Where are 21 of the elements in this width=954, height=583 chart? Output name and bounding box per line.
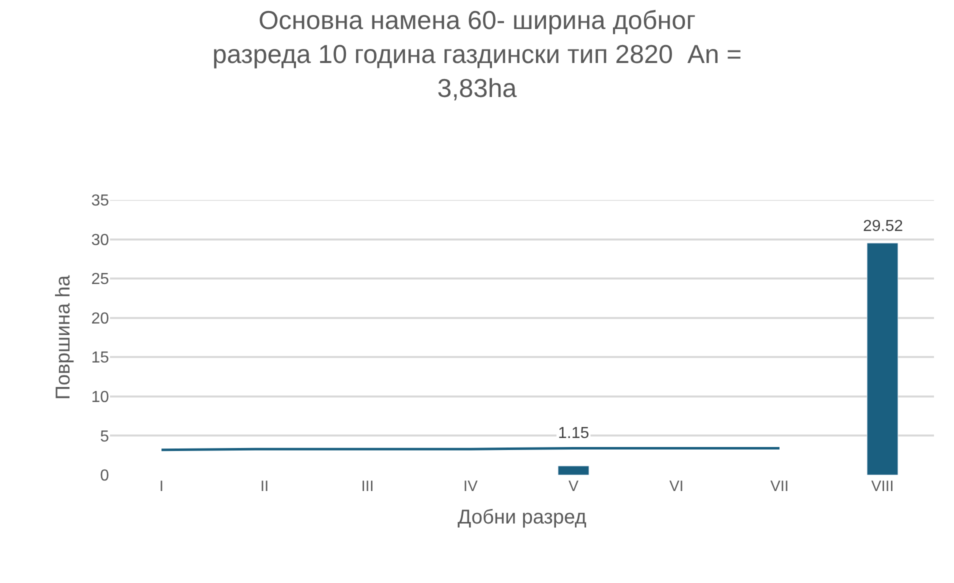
data-label: 1.15	[558, 425, 590, 442]
x-tick-label: VII	[770, 478, 789, 495]
y-tick-label: 20	[91, 310, 110, 328]
y-tick-label: 35	[91, 192, 110, 210]
y-tick-label: 15	[91, 350, 110, 367]
y-tick-label: 25	[91, 271, 110, 288]
y-tick-label: 30	[91, 232, 110, 249]
x-tick-label: II	[260, 478, 269, 495]
x-axis-title: Добни разред	[458, 506, 587, 528]
data-label: 29.52	[863, 218, 904, 235]
y-axis-title: Површина ha	[52, 274, 75, 400]
y-tick-label: 10	[91, 389, 110, 406]
y-tick-label: 0	[100, 468, 110, 485]
x-tick-label: VI	[669, 478, 684, 495]
x-tick-label: IV	[463, 478, 478, 495]
x-tick-label: V	[568, 478, 579, 495]
x-tick-label: III	[361, 478, 374, 495]
x-tick-label: I	[159, 478, 164, 495]
x-tick-label: VIII	[871, 478, 894, 495]
y-tick-label: 5	[100, 428, 110, 446]
chart-title: Основна намена 60- ширина добног разреда 10 година газдински тип 2820 An = 3,83ha	[212, 5, 742, 103]
